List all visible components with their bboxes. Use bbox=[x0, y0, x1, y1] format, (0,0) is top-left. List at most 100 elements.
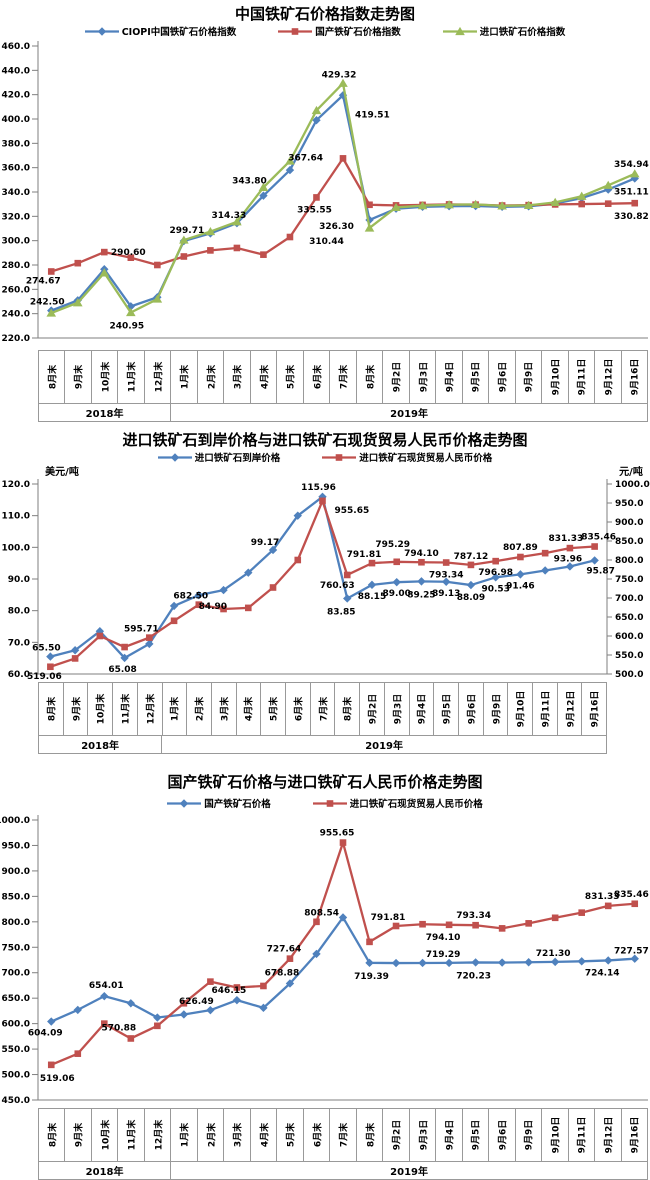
x-axis-category-label: 8月末 bbox=[366, 364, 377, 390]
x-axis-category-label: 4月末 bbox=[244, 696, 255, 722]
x-axis-category-label: 9月6日 bbox=[498, 361, 509, 393]
data-label: 955.65 bbox=[335, 506, 370, 516]
data-point bbox=[120, 653, 129, 663]
data-point bbox=[339, 155, 347, 162]
x-axis-category: 2月末 bbox=[198, 1109, 225, 1161]
x-axis-category-label: 9月16日 bbox=[590, 690, 601, 728]
legend-label: 进口铁矿石价格指数 bbox=[479, 27, 566, 38]
data-point bbox=[367, 580, 377, 590]
data-point bbox=[541, 549, 549, 557]
x-axis-category-label: 9月12日 bbox=[566, 690, 577, 728]
x-axis-category-label: 7月末 bbox=[339, 364, 350, 390]
x-axis-category-label: 9月11日 bbox=[577, 358, 588, 396]
x-axis-category-label: 12月末 bbox=[154, 1119, 165, 1151]
x-axis-category: 8月末 bbox=[39, 1109, 66, 1161]
y-axis-tick-left: 260.0 bbox=[2, 285, 30, 295]
data-point bbox=[364, 223, 375, 232]
data-point bbox=[71, 655, 79, 662]
data-label: 808.54 bbox=[304, 908, 339, 918]
data-point bbox=[269, 584, 277, 591]
data-point bbox=[319, 497, 326, 505]
x-axis-category-label: 2月末 bbox=[207, 364, 218, 390]
legend-label: 进口铁矿石现货贸易人民币价格 bbox=[359, 453, 493, 464]
data-point bbox=[492, 557, 499, 565]
y-axis-tick-left: 240.0 bbox=[2, 310, 30, 320]
data-point bbox=[72, 298, 83, 307]
x-axis-category: 9月9日 bbox=[516, 351, 543, 403]
x-axis-category-label: 11月末 bbox=[127, 361, 138, 393]
data-point bbox=[540, 566, 550, 575]
x-axis-category: 9月12日 bbox=[558, 683, 583, 735]
data-point bbox=[294, 556, 302, 564]
data-label: 787.12 bbox=[454, 552, 489, 562]
data-point bbox=[46, 652, 55, 661]
y-axis-tick-left: 800.0 bbox=[2, 918, 30, 928]
data-point bbox=[442, 559, 450, 566]
x-axis-category-label: 9月5日 bbox=[471, 361, 482, 393]
y-axis-tick-left: 400.0 bbox=[2, 115, 30, 125]
data-label: 719.29 bbox=[426, 950, 461, 960]
data-label: 310.44 bbox=[309, 237, 344, 247]
x-axis-category-label: 12月末 bbox=[154, 361, 165, 393]
data-point bbox=[195, 601, 203, 608]
data-point bbox=[523, 200, 534, 209]
data-point bbox=[366, 938, 373, 946]
x-axis-category-label: 8月末 bbox=[343, 696, 354, 722]
x-axis-category-label: 3月末 bbox=[233, 1122, 244, 1148]
x-axis-category: 9月9日 bbox=[484, 683, 509, 735]
data-point bbox=[630, 954, 639, 963]
x-axis-category: 9月12日 bbox=[595, 351, 622, 403]
data-point bbox=[259, 191, 268, 200]
data-point bbox=[285, 165, 295, 175]
x-axis-category-label: 2月末 bbox=[195, 696, 206, 722]
data-point bbox=[205, 226, 216, 236]
data-label: 88.09 bbox=[457, 593, 485, 603]
data-point bbox=[391, 202, 401, 212]
data-label: 794.10 bbox=[404, 549, 439, 559]
data-point bbox=[368, 559, 376, 567]
data-point bbox=[207, 978, 214, 985]
data-point bbox=[73, 1005, 82, 1015]
data-label: 791.81 bbox=[371, 913, 406, 923]
x-axis-category: 9月5日 bbox=[434, 683, 459, 735]
x-axis-category-label: 6月末 bbox=[313, 364, 324, 390]
x-axis-category-label: 9月11日 bbox=[577, 1116, 588, 1154]
data-label: 326.30 bbox=[319, 222, 354, 232]
data-label: 807.89 bbox=[503, 543, 538, 553]
x-axis-category-label: 3月末 bbox=[233, 364, 244, 390]
data-label: 793.34 bbox=[429, 571, 464, 581]
x-axis-category-label: 9月10日 bbox=[551, 358, 562, 396]
y-axis-tick-left: 320.0 bbox=[2, 212, 30, 222]
x-axis-category-label: 9月2日 bbox=[392, 361, 403, 393]
data-point bbox=[70, 646, 80, 655]
x-axis-category: 9月4日 bbox=[436, 351, 463, 403]
x-axis-category-label: 9月末 bbox=[72, 696, 83, 722]
x-axis-category: 3月末 bbox=[212, 683, 237, 735]
x-axis-category: 4月末 bbox=[237, 683, 262, 735]
data-point bbox=[127, 1035, 135, 1042]
data-point bbox=[417, 577, 426, 586]
x-axis-category: 9月16日 bbox=[582, 683, 606, 735]
data-label: 831.33 bbox=[585, 892, 620, 902]
data-point bbox=[576, 191, 587, 200]
x-axis-year-group: 2019年 bbox=[365, 741, 404, 752]
x-axis-category: 9月16日 bbox=[622, 351, 647, 403]
x-axis-category: 9月10日 bbox=[542, 1109, 569, 1161]
data-point bbox=[268, 545, 278, 555]
x-axis-category-label: 2月末 bbox=[207, 1122, 218, 1148]
ciopi-index-chart: 中国铁矿石价格指数走势图 CIOPI中国铁矿石价格指数 国产铁矿石价格指数 进口铁矿… bbox=[0, 0, 650, 422]
y-axis-tick-left: 460.0 bbox=[2, 42, 30, 52]
y-axis-tick-left: 90.0 bbox=[8, 575, 30, 585]
y-axis-tick-left: 1000.0 bbox=[0, 816, 30, 826]
data-point bbox=[497, 201, 507, 210]
x-axis-category: 9月3日 bbox=[385, 683, 410, 735]
x-axis-category-label: 11月末 bbox=[127, 1119, 138, 1151]
y-axis-tick-left: 500.0 bbox=[2, 1071, 30, 1081]
x-axis-category: 9月3日 bbox=[410, 1109, 437, 1161]
data-point bbox=[318, 492, 327, 501]
data-label: 835.46 bbox=[614, 890, 649, 900]
x-axis-category-label: 9月6日 bbox=[498, 1119, 509, 1151]
y-axis-tick-right: 1000.0 bbox=[615, 480, 650, 490]
right-axis-unit: 元/吨 bbox=[619, 465, 643, 478]
data-point bbox=[126, 999, 136, 1008]
